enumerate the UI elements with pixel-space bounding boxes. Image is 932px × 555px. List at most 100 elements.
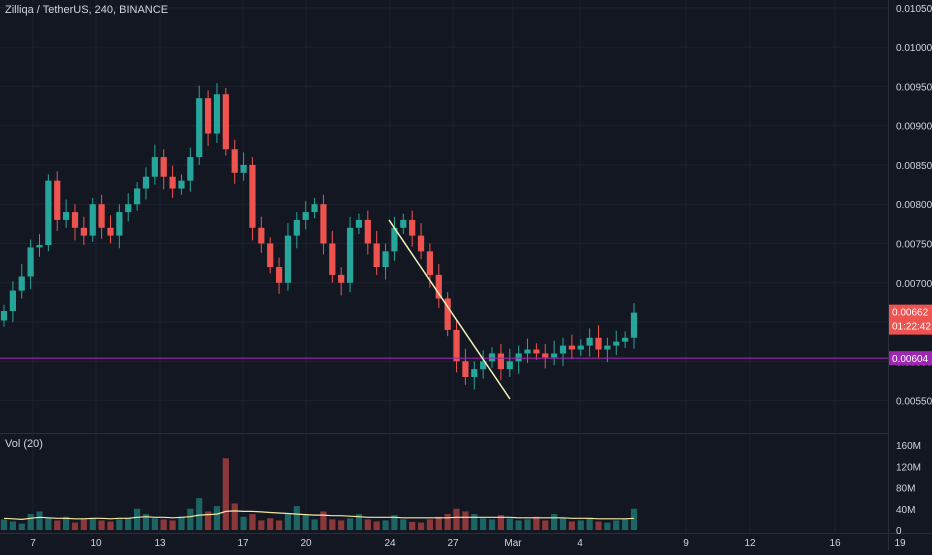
- volume-bar: [0, 519, 8, 530]
- candle-body: [630, 312, 638, 338]
- candle-body: [107, 227, 114, 236]
- candle-body: [346, 227, 354, 283]
- candle-body: [9, 290, 16, 312]
- candle-body: [338, 274, 345, 283]
- candle-body: [249, 164, 256, 228]
- candle-body: [435, 274, 442, 299]
- volume-bar: [133, 508, 141, 530]
- candle-body: [36, 245, 43, 248]
- candle-body: [178, 180, 185, 189]
- candle-body: [391, 227, 398, 252]
- price-tick-label: 0.00850: [896, 161, 932, 172]
- candle-body: [284, 235, 292, 283]
- candle-body: [409, 219, 416, 236]
- volume-bar: [426, 519, 434, 530]
- price-tick-label: 0.00550: [896, 397, 932, 408]
- time-tick-label: 27: [447, 538, 459, 549]
- time-tick-label: 10: [90, 538, 102, 549]
- volume-bar: [551, 514, 558, 530]
- volume-bar: [346, 518, 354, 530]
- candle-body: [444, 298, 451, 330]
- volume-bar: [151, 518, 158, 530]
- candle-body: [133, 188, 141, 205]
- candle-body: [382, 251, 389, 268]
- volume-bar: [391, 515, 398, 530]
- candle-body: [577, 345, 584, 350]
- volume-bar: [231, 503, 238, 530]
- time-tick-label: 7: [30, 538, 36, 549]
- candle-body: [240, 164, 247, 173]
- volume-bars: [0, 458, 638, 530]
- candle-body: [311, 204, 318, 213]
- price-tick-label: 0.00750: [896, 239, 932, 250]
- candle-body: [400, 219, 407, 228]
- volume-bar: [409, 522, 416, 530]
- candle-body: [71, 212, 79, 228]
- candle-body: [373, 243, 380, 268]
- volume-bar: [267, 518, 274, 530]
- candles: [0, 83, 638, 390]
- candle-body: [320, 204, 327, 244]
- last-price-label: 0.00662: [892, 308, 929, 319]
- volume-bar: [506, 518, 513, 530]
- candle-body: [169, 176, 176, 189]
- time-tick-label: 17: [237, 538, 249, 549]
- candle-body: [116, 212, 123, 236]
- trendline[interactable]: [388, 219, 511, 400]
- volume-bar: [622, 519, 629, 530]
- volume-bar: [480, 518, 487, 530]
- volume-bar: [98, 520, 105, 530]
- candle-body: [488, 353, 496, 362]
- candle-body: [586, 337, 593, 346]
- volume-bar: [27, 514, 34, 530]
- volume-bar: [453, 508, 460, 530]
- volume-bar: [311, 519, 318, 530]
- volume-bar: [488, 519, 496, 530]
- volume-bar: [364, 519, 371, 530]
- volume-bar: [89, 518, 96, 530]
- candle-body: [542, 353, 549, 358]
- candle-body: [89, 204, 96, 236]
- support-price-label: 0.00604: [892, 354, 929, 365]
- volume-bar: [71, 522, 79, 530]
- volume-bar: [568, 521, 575, 530]
- volume-bar: [382, 520, 389, 530]
- volume-bar: [249, 514, 256, 530]
- volume-bar: [613, 520, 620, 530]
- price-tick-label: 0.00700: [896, 279, 932, 290]
- time-tick-label: Mar: [504, 538, 522, 549]
- volume-bar: [462, 511, 469, 530]
- candle-body: [27, 247, 34, 277]
- volume-bar: [577, 520, 584, 530]
- symbol-title: Zilliqa / TetherUS, 240, BINANCE: [5, 4, 169, 16]
- support-price-tag: [889, 351, 932, 366]
- candle-body: [258, 227, 265, 244]
- candle-body: [595, 337, 602, 350]
- candle-body: [213, 94, 221, 134]
- axes: 0.01050 0.01000 0.00950 0.00900 0.00850 0.008…: [30, 4, 932, 549]
- volume-tick-label: 120M: [896, 462, 921, 473]
- volume-bar: [559, 518, 567, 530]
- candle-body: [533, 349, 540, 354]
- volume-bar: [54, 520, 61, 530]
- volume-bar: [160, 519, 167, 530]
- volume-bar: [204, 511, 212, 530]
- volume-bar: [444, 514, 451, 530]
- volume-bar: [80, 519, 87, 530]
- candle-body: [293, 219, 300, 236]
- volume-bar: [275, 520, 283, 530]
- candle-body: [426, 251, 434, 275]
- candle-body: [568, 345, 575, 350]
- candle-body: [142, 176, 150, 189]
- candle-body: [222, 94, 229, 150]
- candle-body: [551, 353, 558, 358]
- candle-body: [471, 369, 478, 378]
- volume-bar: [222, 458, 229, 530]
- volume-bar: [338, 520, 345, 530]
- volume-bar: [293, 506, 300, 530]
- candle-body: [604, 345, 611, 350]
